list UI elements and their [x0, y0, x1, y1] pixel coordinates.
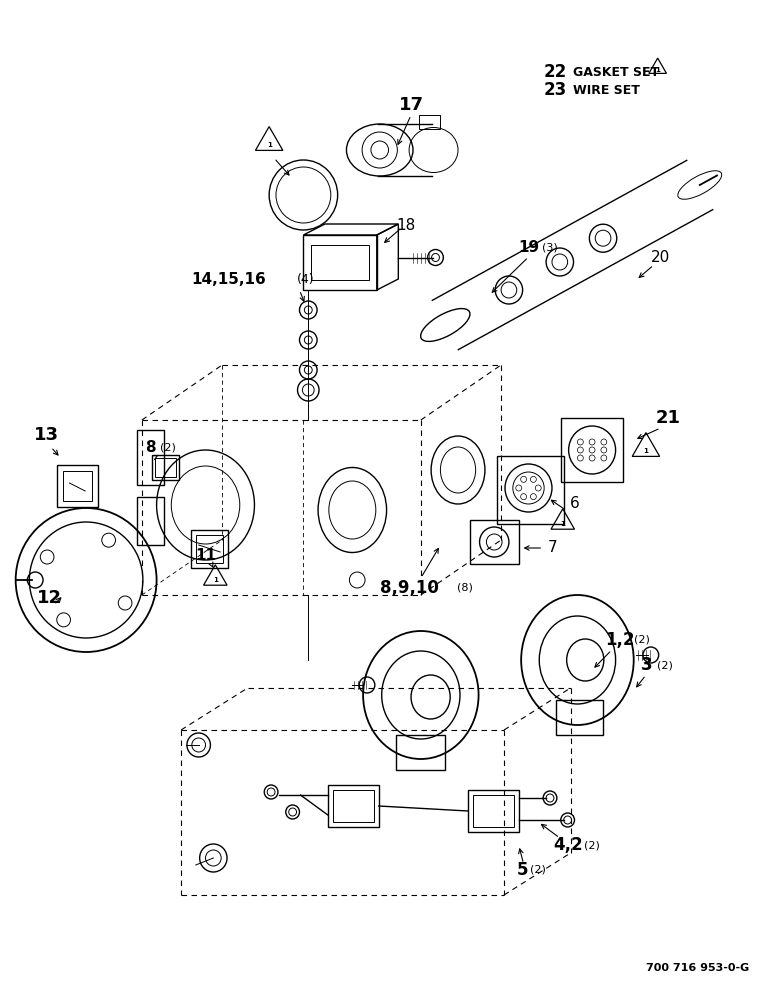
- Text: 14,15,16: 14,15,16: [191, 272, 266, 288]
- Text: WIRE SET: WIRE SET: [573, 84, 639, 97]
- Text: 1: 1: [655, 67, 660, 73]
- Text: 8: 8: [145, 440, 155, 456]
- Bar: [196, 535, 223, 563]
- Text: GASKET SET: GASKET SET: [573, 66, 659, 79]
- Text: 23: 23: [543, 81, 567, 99]
- Text: 1: 1: [266, 142, 272, 148]
- Text: 4,2: 4,2: [553, 836, 583, 854]
- Text: (2): (2): [657, 660, 672, 670]
- Text: (2): (2): [584, 840, 600, 850]
- Text: 1: 1: [560, 521, 565, 527]
- Bar: [63, 471, 92, 501]
- Bar: [396, 735, 445, 770]
- Bar: [303, 235, 377, 290]
- Bar: [497, 456, 564, 524]
- Bar: [154, 458, 176, 477]
- Bar: [333, 790, 374, 822]
- Text: 1,2: 1,2: [604, 631, 635, 649]
- Text: (4): (4): [296, 273, 314, 286]
- Text: 1: 1: [213, 577, 218, 583]
- Bar: [419, 115, 440, 129]
- Text: 22: 22: [543, 63, 567, 81]
- Text: 6: 6: [570, 496, 579, 512]
- Bar: [137, 430, 164, 485]
- Text: 13: 13: [34, 426, 59, 444]
- Text: 18: 18: [397, 218, 416, 232]
- Text: (3): (3): [542, 243, 558, 253]
- Bar: [472, 795, 514, 827]
- Bar: [137, 497, 164, 545]
- Text: 19: 19: [519, 240, 540, 255]
- Bar: [151, 455, 179, 480]
- Bar: [328, 785, 379, 827]
- Text: 7: 7: [548, 540, 557, 556]
- Text: 17: 17: [398, 96, 424, 114]
- Bar: [311, 245, 369, 280]
- Text: (8): (8): [457, 583, 473, 593]
- Text: (2): (2): [634, 635, 650, 645]
- Text: 11: 11: [195, 548, 216, 562]
- Text: 21: 21: [655, 409, 681, 427]
- Text: 700 716 953-0-G: 700 716 953-0-G: [646, 963, 749, 973]
- Text: 3: 3: [641, 656, 652, 674]
- Text: (2): (2): [160, 443, 175, 453]
- Text: 1: 1: [644, 448, 648, 454]
- Text: 5: 5: [516, 861, 528, 879]
- Bar: [57, 465, 98, 507]
- Text: 12: 12: [37, 589, 63, 607]
- Bar: [556, 700, 603, 735]
- Bar: [191, 530, 228, 568]
- Bar: [468, 790, 519, 832]
- Text: (2): (2): [530, 865, 547, 875]
- Text: 20: 20: [651, 250, 670, 265]
- Bar: [470, 520, 519, 564]
- Text: 8,9,10: 8,9,10: [380, 579, 438, 597]
- Bar: [560, 418, 624, 482]
